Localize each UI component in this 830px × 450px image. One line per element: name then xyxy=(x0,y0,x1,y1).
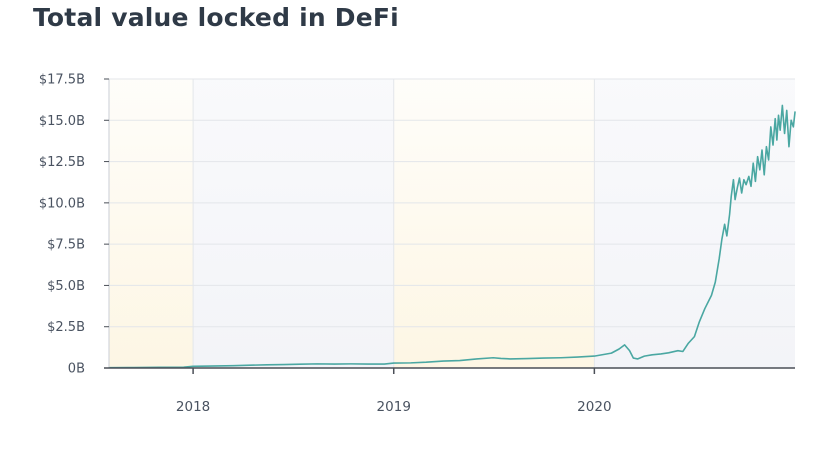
year-band-0 xyxy=(109,79,194,368)
y-tick-label: $17.5B xyxy=(39,73,85,88)
y-tick-label: $12.5B xyxy=(39,155,85,170)
y-tick-label: $15.0B xyxy=(39,114,85,129)
y-axis-tick-labels: $17.5B $15.0B $12.5B $10.0B $7.5B $5.0B $2.5B 0… xyxy=(39,73,109,377)
series-layer xyxy=(108,104,796,369)
x-tick-label: 2018 xyxy=(176,399,210,415)
y-tick-label: $10.0B xyxy=(39,196,85,211)
year-band-1 xyxy=(193,79,394,368)
axes xyxy=(104,79,795,369)
year-band-3 xyxy=(594,79,795,368)
chart-title: Total value locked in DeFi xyxy=(33,3,399,32)
tvl-series-line xyxy=(108,104,796,369)
gridlines xyxy=(109,78,795,368)
year-band-2 xyxy=(393,79,595,368)
y-tick-label: $5.0B xyxy=(47,279,85,294)
x-tick-label: 2019 xyxy=(377,399,411,415)
x-tick-label: 2020 xyxy=(577,399,611,415)
year-background-bands xyxy=(109,79,795,368)
x-axis-tick-labels: 2018 2019 2020 xyxy=(176,368,612,415)
y-tick-label: $7.5B xyxy=(47,238,85,253)
y-tick-label: $2.5B xyxy=(47,320,85,335)
y-tick-label: 0B xyxy=(68,362,85,377)
